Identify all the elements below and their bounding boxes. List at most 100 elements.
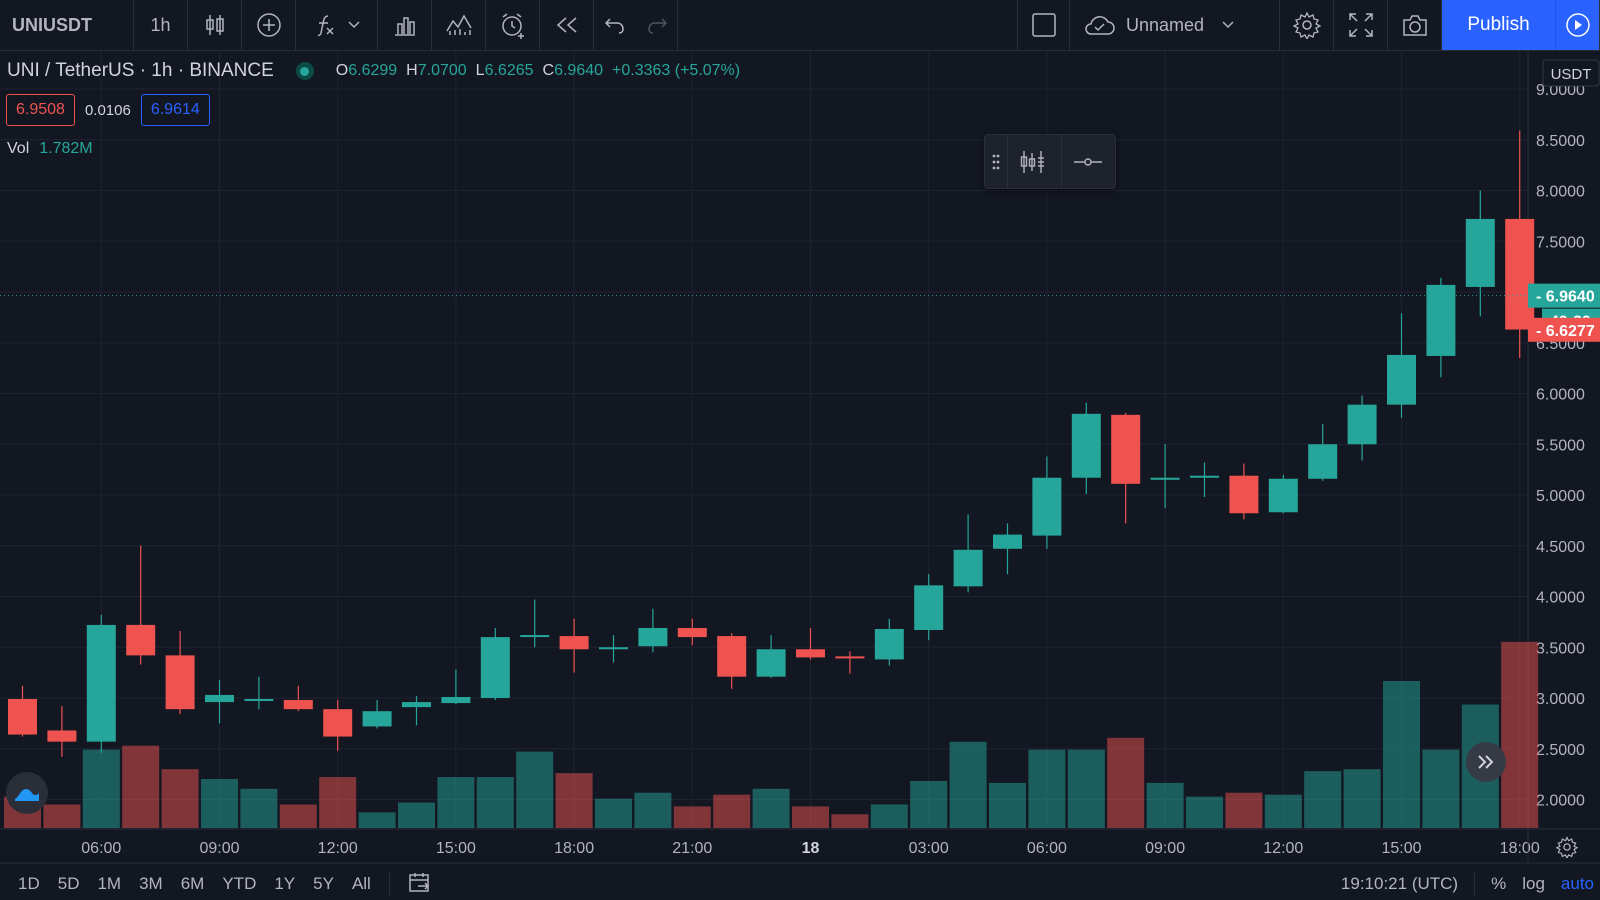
- x-tick-label: 18: [802, 840, 820, 857]
- market-status-icon[interactable]: [295, 62, 314, 80]
- series-title[interactable]: UNI / TetherUS · 1h · BINANCE: [7, 60, 274, 81]
- replay-button[interactable]: [540, 0, 594, 50]
- candle-body: [1032, 477, 1062, 536]
- financials-button[interactable]: [378, 0, 432, 50]
- fullscreen-button[interactable]: [1334, 0, 1388, 50]
- sell-button[interactable]: 6.9508: [6, 94, 75, 126]
- compare-button[interactable]: [242, 0, 296, 50]
- timeframe-all[interactable]: All: [351, 874, 371, 893]
- line-style-button[interactable]: [1060, 135, 1115, 188]
- candle-body: [677, 627, 707, 638]
- timeframe-1m[interactable]: 1M: [97, 874, 122, 893]
- volume-bar: [870, 804, 908, 828]
- settings-button[interactable]: [1280, 0, 1334, 50]
- top-toolbar: UNIUSDT 1h Unnamed Publis: [0, 0, 1600, 51]
- candle-body: [914, 585, 944, 630]
- volume-bar: [437, 777, 475, 828]
- bar-chart-icon: [394, 17, 415, 36]
- alert-button[interactable]: [486, 0, 540, 50]
- templates-button[interactable]: [432, 0, 486, 50]
- timeframe-3m[interactable]: 3M: [139, 874, 163, 893]
- drag-handle-icon[interactable]: [985, 135, 1007, 188]
- series-style-button[interactable]: [1006, 135, 1061, 188]
- volume-bar: [910, 780, 948, 828]
- timeframe-5d[interactable]: 5D: [57, 874, 80, 893]
- candle-body: [874, 628, 904, 660]
- last-price-label: - 6.9640: [1536, 289, 1595, 306]
- select-layout-button[interactable]: [1018, 0, 1070, 50]
- double-chevron-right-icon: [1478, 755, 1494, 769]
- candle-body: [86, 624, 116, 742]
- percent-toggle[interactable]: %: [1491, 874, 1507, 893]
- square-icon: [1031, 13, 1056, 37]
- chevron-down-icon: [347, 21, 360, 29]
- y-tick-label: 7.5000: [1536, 234, 1585, 251]
- candle-body: [796, 649, 825, 658]
- clock-display[interactable]: 19:10:21 (UTC): [1340, 874, 1459, 893]
- timeframe-ytd[interactable]: YTD: [222, 874, 257, 893]
- x-tick-label: 12:00: [318, 840, 358, 857]
- chart-type-button[interactable]: [188, 0, 242, 50]
- volume-bar: [1225, 792, 1263, 828]
- redo-button[interactable]: [636, 0, 678, 50]
- candle-body: [1308, 444, 1338, 479]
- tradingview-logo-icon[interactable]: [6, 772, 48, 814]
- candle-body: [244, 699, 274, 702]
- undo-button[interactable]: [594, 0, 636, 50]
- volume-bar: [43, 804, 81, 828]
- redo-icon: [647, 18, 667, 34]
- gear-icon: [1292, 11, 1321, 39]
- interval-button[interactable]: 1h: [134, 0, 188, 50]
- volume-value: 1.782M: [39, 140, 93, 157]
- bottom-right-controls: 19:10:21 (UTC) % log auto: [1341, 868, 1600, 900]
- y-tick-label: 4.5000: [1536, 539, 1585, 556]
- publish-button[interactable]: Publish: [1442, 0, 1556, 50]
- buy-button[interactable]: 6.9614: [140, 94, 210, 126]
- volume-bar: [1501, 641, 1539, 828]
- open-value: 6.6299: [348, 62, 398, 79]
- x-tick-label: 15:00: [436, 840, 476, 857]
- timeframe-1y[interactable]: 1Y: [274, 874, 296, 893]
- volume-bar: [792, 806, 829, 828]
- candle-body: [165, 655, 195, 710]
- alarm-clock-icon: [501, 13, 524, 39]
- goto-date-button[interactable]: [408, 871, 432, 898]
- chart-settings-button[interactable]: [1555, 836, 1579, 863]
- candles-icon: [205, 15, 224, 35]
- x-tick-label: 15:00: [1381, 840, 1421, 857]
- auto-scale-toggle[interactable]: auto: [1560, 874, 1594, 893]
- timeframe-1d[interactable]: 1D: [18, 874, 40, 893]
- y-tick-label: 2.5000: [1536, 742, 1585, 759]
- candle-body: [480, 637, 510, 698]
- candles-icon: [1021, 150, 1045, 173]
- divider: [388, 872, 390, 896]
- candle-body: [362, 711, 392, 727]
- timeframe-6m[interactable]: 6M: [180, 874, 205, 893]
- scroll-to-realtime-button[interactable]: [1466, 742, 1506, 782]
- symbol-search-button[interactable]: UNIUSDT: [0, 0, 134, 50]
- candle-body: [283, 700, 313, 710]
- candle-body: [1071, 413, 1101, 478]
- low-value: 6.6265: [484, 62, 534, 79]
- volume-label[interactable]: Vol: [7, 140, 30, 157]
- layout-name-button[interactable]: Unnamed: [1070, 0, 1280, 50]
- x-tick-label: 06:00: [1027, 840, 1067, 857]
- candle-body: [559, 636, 589, 650]
- y-tick-label: 8.5000: [1536, 133, 1585, 150]
- candle-body: [638, 627, 668, 647]
- x-tick-label: 18:00: [554, 840, 594, 857]
- snapshot-button[interactable]: [1388, 0, 1442, 50]
- timeframe-5y[interactable]: 5Y: [313, 874, 334, 893]
- volume-bar: [1186, 796, 1223, 828]
- high-label: H: [406, 62, 418, 79]
- log-toggle[interactable]: log: [1522, 874, 1545, 893]
- indicators-button[interactable]: [296, 0, 378, 50]
- y-tick-label: 2.0000: [1536, 793, 1585, 810]
- candle-body: [953, 549, 983, 587]
- candle-body: [1150, 477, 1180, 480]
- go-live-button[interactable]: [1556, 0, 1600, 50]
- volume-legend: Vol 1.782M: [7, 140, 93, 158]
- toolbar-spacer: [678, 0, 1018, 50]
